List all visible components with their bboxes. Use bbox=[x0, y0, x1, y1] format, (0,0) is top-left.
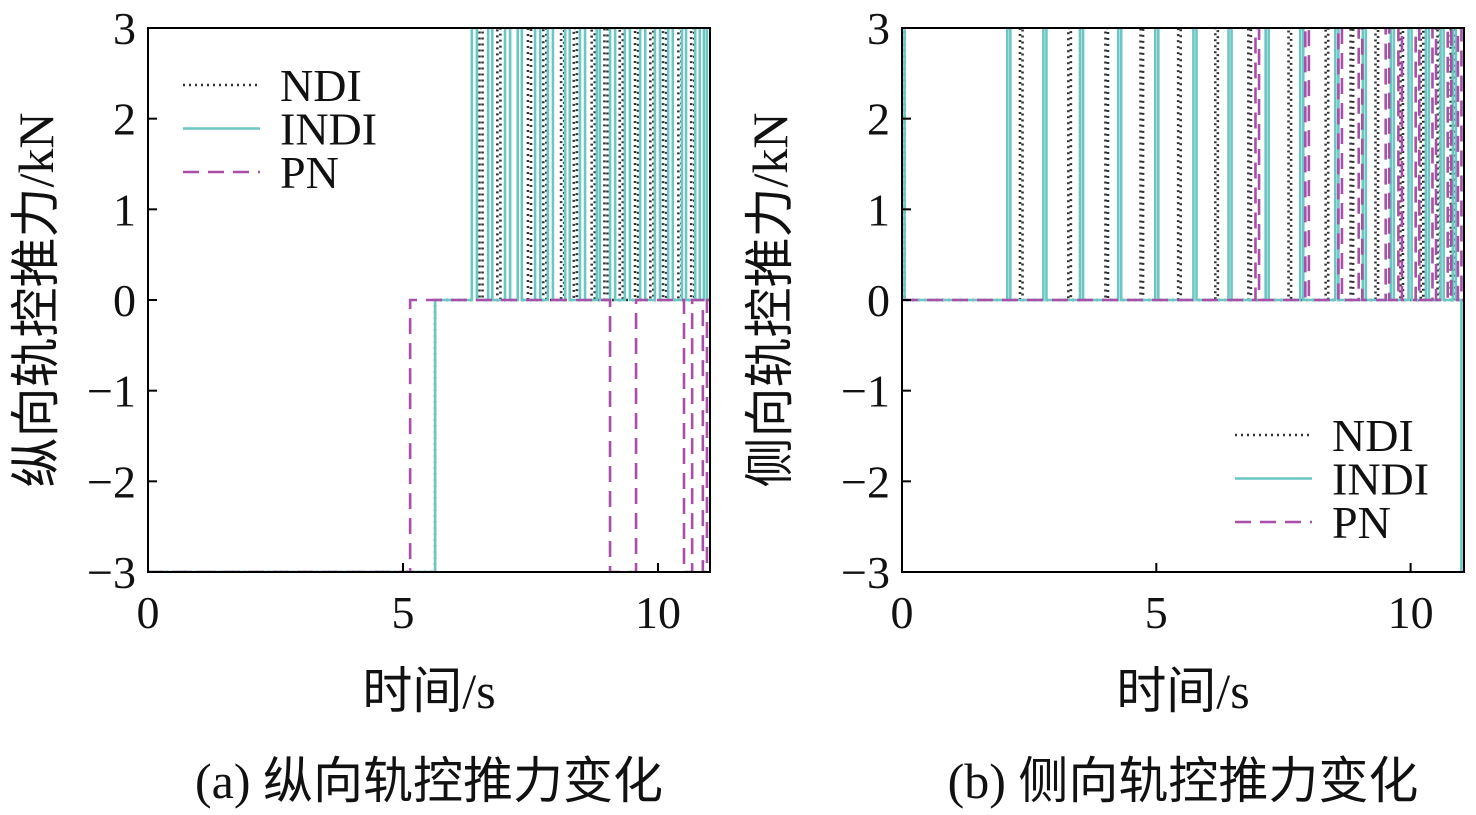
y-tick-label: 0 bbox=[113, 275, 136, 326]
x-tick-label: 10 bbox=[1388, 587, 1434, 638]
legend-label-indi: INDI bbox=[280, 104, 377, 155]
y-tick-label: 3 bbox=[867, 3, 890, 54]
series-line-pn bbox=[148, 298, 710, 572]
y-tick-label: −2 bbox=[87, 456, 136, 507]
y-tick-label: −1 bbox=[841, 366, 890, 417]
x-tick-label: 10 bbox=[635, 587, 681, 638]
legend-label-ndi: NDI bbox=[280, 60, 362, 111]
chart-caption: (a) 纵向轨控推力变化 bbox=[195, 753, 663, 809]
x-axis-label: 时间/s bbox=[362, 663, 495, 719]
legend-label-indi: INDI bbox=[1332, 454, 1429, 505]
x-tick-label: 0 bbox=[137, 587, 160, 638]
y-tick-label: −3 bbox=[841, 547, 890, 598]
y-tick-label: 1 bbox=[867, 184, 890, 235]
y-tick-label: 2 bbox=[113, 94, 136, 145]
y-tick-label: −3 bbox=[87, 547, 136, 598]
y-tick-label: 1 bbox=[113, 184, 136, 235]
x-tick-label: 5 bbox=[391, 587, 414, 638]
series-line-indi bbox=[148, 28, 710, 572]
series-line-ndi bbox=[902, 28, 1464, 302]
y-tick-label: 2 bbox=[867, 94, 890, 145]
y-tick-label: 3 bbox=[113, 3, 136, 54]
chart-caption: (b) 侧向轨控推力变化 bbox=[948, 753, 1419, 809]
series-line-pn bbox=[902, 28, 1464, 302]
y-axis-label: 纵向轨控推力/kN bbox=[8, 113, 64, 488]
x-axis-label: 时间/s bbox=[1116, 663, 1249, 719]
legend-label-ndi: NDI bbox=[1332, 410, 1414, 461]
y-tick-label: −1 bbox=[87, 366, 136, 417]
series-group bbox=[148, 28, 710, 572]
chart-panel-2: −3 −2 −1 0 1 2 3 0 5 10 时间/s 侧向轨控推力/kN (b) 侧向轨控推力变化 N… bbox=[742, 3, 1465, 809]
chart-panel-1: −3 −2 −1 0 1 2 3 0 5 10 时间/s 纵向轨控推力/kN (a) 纵向轨控推力变化 N… bbox=[8, 3, 711, 809]
x-tick-label: 5 bbox=[1145, 587, 1168, 638]
y-tick-label: −2 bbox=[841, 456, 890, 507]
legend-label-pn: PN bbox=[1332, 497, 1391, 548]
legend-label-pn: PN bbox=[280, 147, 339, 198]
x-tick-label: 0 bbox=[891, 587, 914, 638]
series-group bbox=[902, 28, 1464, 572]
y-tick-label: 0 bbox=[867, 275, 890, 326]
y-axis-label: 侧向轨控推力/kN bbox=[742, 113, 798, 488]
